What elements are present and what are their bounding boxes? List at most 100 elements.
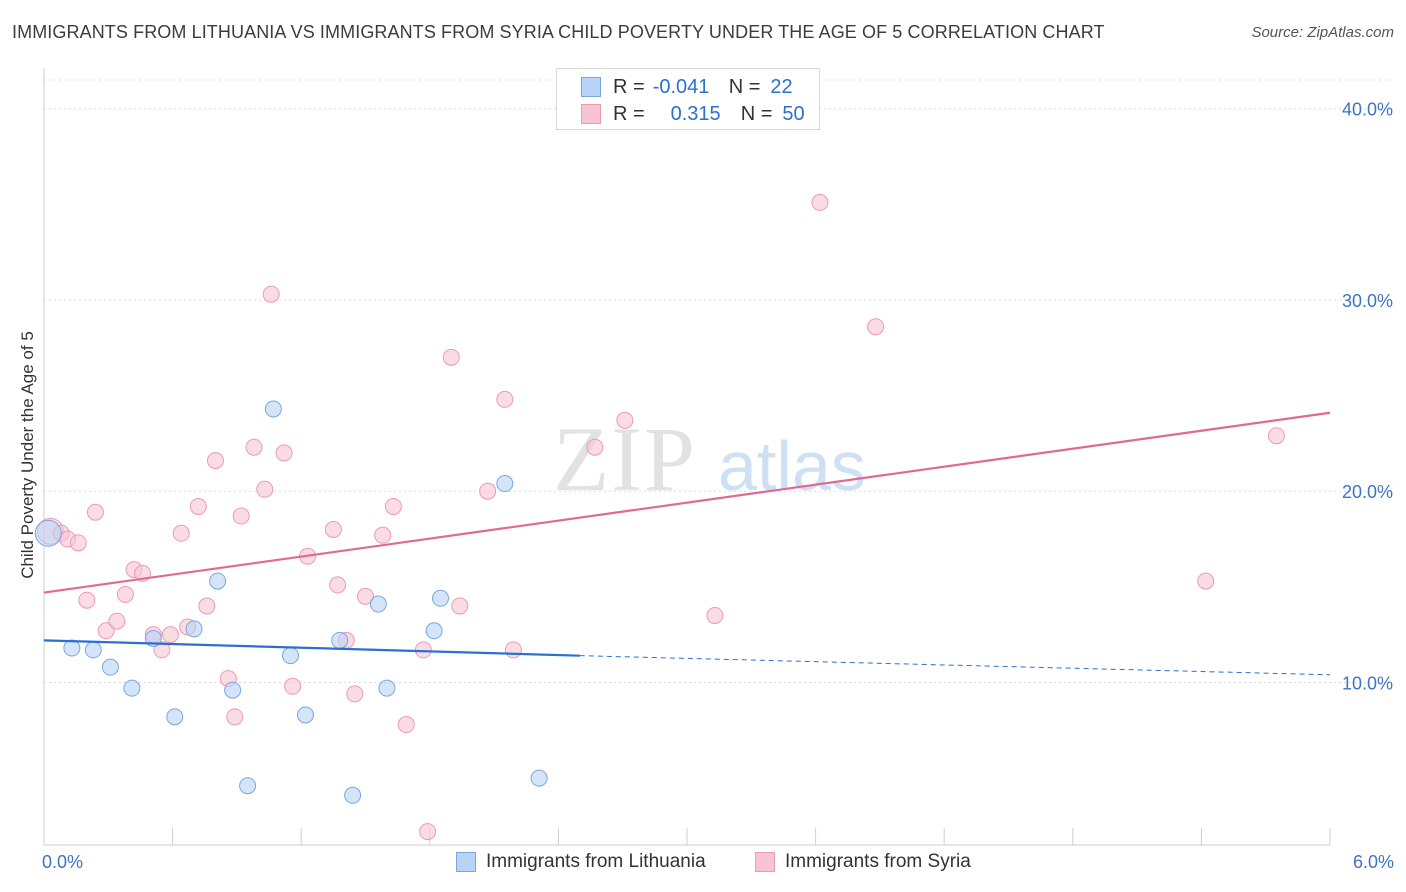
lithuania-point (185, 620, 203, 638)
lithuania-point (281, 647, 299, 665)
lithuania-point (331, 631, 349, 649)
lithuania-point (264, 400, 282, 418)
syria-r-value: 0.315 (670, 102, 721, 125)
syria-legend-label: Immigrants from Syria (785, 851, 971, 872)
syria-point (504, 641, 522, 659)
syria-point (226, 708, 244, 726)
lithuania-point (101, 658, 119, 676)
syria-point (198, 597, 216, 615)
syria-point (706, 607, 724, 624)
lithuania-swatch (581, 77, 601, 97)
r-label: R = (613, 102, 645, 125)
syria-points (36, 193, 1285, 841)
syria-point (442, 348, 460, 366)
x-tick-label-min: 0.0% (42, 852, 84, 872)
syria-point (86, 503, 104, 521)
y-tick-labels: 10.0% 20.0% 30.0% 40.0% (1342, 100, 1393, 694)
lithuania-point (224, 681, 242, 699)
bottom-legend-syria: Immigrants from Syria (755, 851, 971, 873)
syria-point (451, 597, 469, 615)
syria-point (1267, 427, 1285, 445)
syria-trendline (43, 411, 1331, 594)
lithuania-point (34, 519, 62, 547)
syria-point (262, 285, 280, 303)
lithuania-point (166, 708, 184, 726)
syria-swatch (581, 104, 601, 124)
syria-point (78, 591, 96, 609)
syria-point (97, 622, 115, 640)
y-axis-label: Child Poverty Under the Age of 5 (18, 331, 37, 579)
legend-row-syria: R = 0.315 N = 50 (581, 101, 805, 127)
watermark-atlas: atlas (718, 427, 866, 505)
lithuania-point (84, 641, 102, 659)
syria-point (346, 685, 364, 703)
source-label: Source: ZipAtlas.com (1251, 24, 1394, 41)
syria-point (172, 524, 190, 542)
lithuania-point (344, 786, 362, 804)
n-label: N = (740, 102, 773, 125)
syria-point (284, 677, 302, 695)
syria-point (496, 390, 514, 408)
lithuania-points (34, 400, 548, 804)
lithuania-point (63, 639, 81, 657)
syria-point (414, 641, 432, 659)
syria-point (586, 438, 604, 456)
syria-point (867, 318, 885, 336)
syria-point (256, 480, 274, 498)
syria-point (329, 576, 347, 594)
syria-point (384, 497, 402, 515)
syria-point (69, 534, 87, 552)
syria-point (232, 507, 250, 525)
n-label: N = (728, 75, 761, 98)
syria-point (397, 716, 415, 734)
syria-point (189, 497, 207, 515)
syria-point (616, 411, 634, 429)
syria-n-value: 50 (782, 102, 805, 125)
lithuania-point (369, 595, 387, 613)
syria-point (116, 585, 134, 603)
lithuania-point (378, 679, 396, 697)
r-label: R = (613, 75, 645, 98)
watermark: ZIP atlas (553, 408, 866, 510)
y-tick-label: 20.0% (1342, 482, 1393, 502)
syria-point (811, 193, 829, 211)
correlation-legend: R = -0.041 N = 22 R = 0.315 N = 50 (556, 68, 820, 130)
syria-point (374, 526, 392, 544)
lithuania-n-value: 22 (770, 75, 793, 98)
lithuania-trendline-extension (579, 655, 1331, 676)
lithuania-trendline (43, 639, 580, 657)
bottom-legend-lithuania: Immigrants from Lithuania (456, 851, 706, 873)
grid-lines (44, 79, 1392, 683)
syria-point (324, 520, 342, 538)
y-tick-label: 10.0% (1342, 673, 1393, 693)
lithuania-point (239, 777, 257, 795)
y-tick-label: 30.0% (1342, 291, 1393, 311)
lithuania-r-value: -0.041 (652, 75, 710, 98)
syria-point (161, 626, 179, 644)
lithuania-point (530, 769, 548, 787)
syria-point (153, 641, 171, 659)
syria-point (206, 452, 224, 470)
x-tick-label-max: 6.0% (1352, 852, 1394, 872)
lithuania-legend-label: Immigrants from Lithuania (486, 851, 706, 872)
syria-point (245, 438, 263, 456)
syria-legend-swatch (755, 852, 775, 872)
syria-point (479, 482, 497, 500)
legend-row-lithuania: R = -0.041 N = 22 (581, 74, 793, 100)
lithuania-point (123, 679, 141, 697)
lithuania-point (296, 706, 314, 724)
lithuania-point (209, 572, 227, 590)
syria-point (419, 823, 437, 841)
trendlines (43, 411, 1331, 676)
syria-point (357, 587, 374, 605)
syria-point (108, 612, 126, 630)
lithuania-point (432, 589, 450, 607)
chart-title: IMMIGRANTS FROM LITHUANIA VS IMMIGRANTS … (12, 22, 1105, 42)
lithuania-point (496, 475, 514, 493)
axes (43, 68, 1331, 846)
lithuania-legend-swatch (456, 852, 476, 872)
lithuania-point (425, 622, 443, 640)
syria-point (275, 444, 293, 462)
syria-point (1197, 572, 1215, 590)
